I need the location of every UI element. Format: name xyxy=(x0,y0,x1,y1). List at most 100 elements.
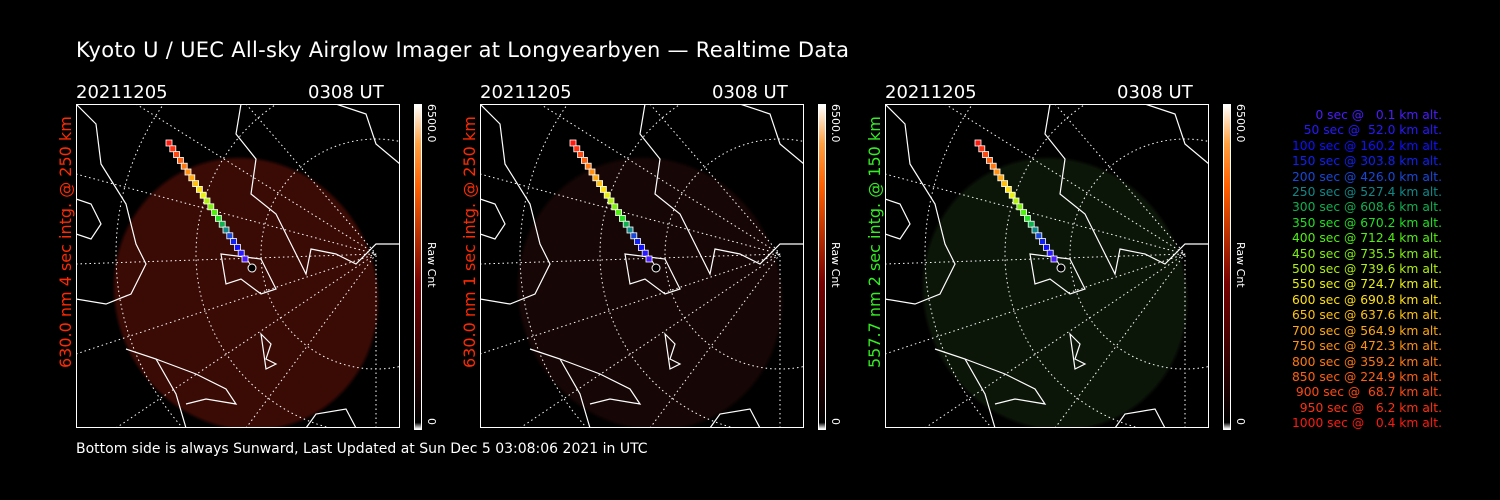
allsky-map-panel xyxy=(885,104,1209,428)
legend-entry: 950 sec @ 6.2 km alt. xyxy=(1299,400,1442,415)
trajectory-point xyxy=(622,220,630,228)
trajectory-point xyxy=(974,139,982,147)
legend-entry: 400 sec @ 712.4 km alt. xyxy=(1291,231,1442,246)
colorbar-unit: Raw Cnt xyxy=(829,242,842,288)
geo-grid xyxy=(76,104,400,428)
trajectory-point xyxy=(184,168,192,176)
footer-status: Bottom side is always Sunward, Last Upda… xyxy=(76,441,648,457)
trajectory-point xyxy=(1012,197,1020,205)
geo-grid xyxy=(885,104,1209,428)
trajectory-point xyxy=(241,255,249,263)
station-marker xyxy=(1056,263,1066,273)
station-marker xyxy=(651,263,661,273)
colorbar-min: 0 xyxy=(1234,418,1247,425)
trajectory-point xyxy=(169,145,177,153)
trajectory-point xyxy=(1008,191,1016,199)
trajectory-point xyxy=(1016,203,1024,211)
trajectory-point xyxy=(233,243,241,251)
trajectory-point xyxy=(1035,232,1043,240)
legend-entry: 300 sec @ 608.6 km alt. xyxy=(1291,200,1442,215)
map-frame xyxy=(480,104,804,428)
colorbar-unit: Raw Cnt xyxy=(425,242,438,288)
station-marker xyxy=(247,263,257,273)
trajectory-point xyxy=(989,162,997,170)
trajectory-point xyxy=(596,180,603,187)
trajectory-point xyxy=(581,157,588,164)
trajectory-point xyxy=(1001,180,1008,187)
legend-entry: 450 sec @ 735.5 km alt. xyxy=(1291,246,1442,261)
trajectory-point xyxy=(645,255,653,263)
trajectory-point xyxy=(1023,215,1031,222)
legend-entry: 600 sec @ 690.8 km alt. xyxy=(1291,292,1442,307)
satellite-trajectory xyxy=(569,139,661,273)
trajectory-point xyxy=(180,162,188,170)
trajectory-point xyxy=(584,162,592,170)
trajectory-point xyxy=(1039,238,1047,246)
trajectory-point xyxy=(1046,249,1054,257)
map-svg xyxy=(885,104,1209,428)
trajectory-point xyxy=(1020,209,1028,216)
page-title: Kyoto U / UEC All-sky Airglow Imager at … xyxy=(76,38,850,62)
panel-date: 20211205 xyxy=(76,82,168,103)
trajectory-point xyxy=(196,186,203,193)
trajectory-point xyxy=(173,151,180,158)
trajectory-point xyxy=(207,203,215,211)
legend-entry: 750 sec @ 472.3 km alt. xyxy=(1291,339,1442,354)
map-svg xyxy=(76,104,400,428)
trajectory-point xyxy=(982,151,989,158)
legend-entry: 100 sec @ 160.2 km alt. xyxy=(1291,138,1442,153)
trajectory-point xyxy=(214,215,222,222)
airglow-image xyxy=(920,155,1190,428)
trajectory-point xyxy=(211,209,219,216)
trajectory-point xyxy=(188,174,196,182)
trajectory-point xyxy=(997,174,1005,182)
colorbar xyxy=(414,104,422,430)
airglow-image xyxy=(111,155,381,428)
trajectory-point xyxy=(569,139,577,147)
trajectory-point xyxy=(230,238,238,246)
colorbar-min: 0 xyxy=(829,418,842,425)
panel-date: 20211205 xyxy=(885,82,977,103)
map-svg xyxy=(480,104,804,428)
legend-entry: 700 sec @ 564.9 km alt. xyxy=(1291,323,1442,338)
trajectory-point xyxy=(986,157,993,164)
map-frame xyxy=(76,104,400,428)
trajectory-point xyxy=(203,197,211,205)
panel-date: 20211205 xyxy=(480,82,572,103)
panel-time: 0308 UT xyxy=(1117,82,1193,103)
trajectory-legend: 0 sec @ 0.1 km alt. 50 sec @ 52.0 km alt.… xyxy=(1262,108,1442,432)
trajectory-point xyxy=(165,139,173,147)
satellite-trajectory xyxy=(165,139,257,273)
trajectory-point xyxy=(192,180,199,187)
colorbar xyxy=(1223,104,1231,430)
colorbar-max: 6500.0 xyxy=(1234,104,1247,143)
trajectory-point xyxy=(641,249,649,257)
trajectory-point xyxy=(577,151,584,158)
legend-entry: 500 sec @ 739.6 km alt. xyxy=(1291,262,1442,277)
trajectory-point xyxy=(199,191,207,199)
legend-entry: 550 sec @ 724.7 km alt. xyxy=(1291,277,1442,292)
legend-entry: 1000 sec @ 0.4 km alt. xyxy=(1291,416,1442,431)
trajectory-point xyxy=(237,249,245,257)
wavelength-label: 630.0 nm 4 sec intg. @ 250 km xyxy=(56,116,75,368)
legend-entry: 350 sec @ 670.2 km alt. xyxy=(1291,215,1442,230)
colorbar-min: 0 xyxy=(425,418,438,425)
trajectory-point xyxy=(637,243,645,251)
trajectory-point xyxy=(615,209,623,216)
map-frame xyxy=(885,104,1209,428)
colorbar-unit: Raw Cnt xyxy=(1234,242,1247,288)
wavelength-label: 557.7 nm 2 sec intg. @ 150 km xyxy=(865,116,884,368)
trajectory-point xyxy=(588,168,596,176)
coastlines xyxy=(76,104,400,428)
trajectory-point xyxy=(218,220,226,228)
legend-entry: 250 sec @ 527.4 km alt. xyxy=(1291,185,1442,200)
allsky-map-panel xyxy=(76,104,400,428)
colorbar xyxy=(818,104,826,430)
trajectory-point xyxy=(634,238,642,246)
legend-entry: 900 sec @ 68.7 km alt. xyxy=(1295,385,1442,400)
airglow-image xyxy=(515,155,785,428)
trajectory-point xyxy=(592,174,600,182)
trajectory-point xyxy=(607,197,615,205)
trajectory-point xyxy=(1042,243,1050,251)
